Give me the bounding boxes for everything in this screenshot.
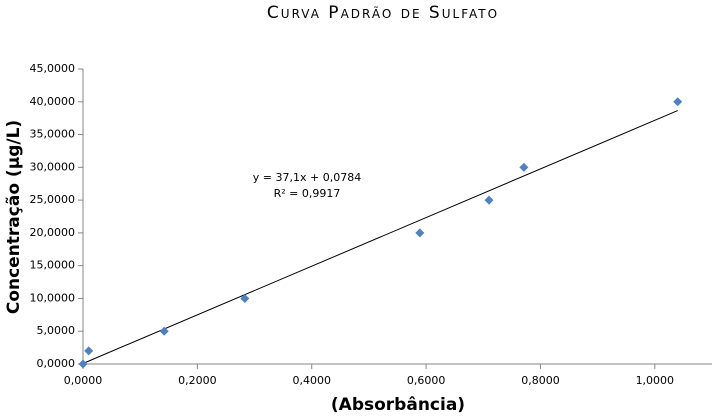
y-tick-label: 10,0000 <box>30 291 76 304</box>
y-tick-label: 25,0000 <box>30 193 76 206</box>
data-point <box>673 97 683 107</box>
data-point <box>415 228 425 238</box>
data-point <box>484 195 494 205</box>
x-tick-label: 0,6000 <box>407 374 446 387</box>
y-tick-label: 35,0000 <box>30 128 76 141</box>
data-point <box>159 326 169 336</box>
y-tick-label: 40,0000 <box>30 95 76 108</box>
trendline-equation: y = 37,1x + 0,0784 <box>253 171 361 184</box>
x-tick-label: 0,0000 <box>64 374 103 387</box>
y-tick-label: 30,0000 <box>30 160 76 173</box>
x-tick-label: 0,8000 <box>521 374 560 387</box>
data-point <box>78 359 88 369</box>
data-point <box>519 162 529 172</box>
x-tick-label: 1,0000 <box>636 374 675 387</box>
y-tick-label: 5,0000 <box>37 324 76 337</box>
y-tick-label: 45,0000 <box>30 62 76 75</box>
data-point <box>84 346 94 356</box>
trendline <box>82 110 678 364</box>
x-tick-label: 0,2000 <box>178 374 217 387</box>
x-axis-title: (Absorbância) <box>331 395 465 415</box>
y-tick-label: 20,0000 <box>30 226 76 239</box>
data-point <box>240 293 250 303</box>
x-tick-label: 0,4000 <box>292 374 331 387</box>
trendline-r2: R² = 0,9917 <box>274 187 341 200</box>
chart-title: Curva Padrão de Sulfato <box>267 3 499 23</box>
y-tick-label: 0,0000 <box>37 357 76 370</box>
y-axis-title: Concentração (µg/L) <box>4 120 24 314</box>
y-tick-label: 15,0000 <box>30 259 76 272</box>
